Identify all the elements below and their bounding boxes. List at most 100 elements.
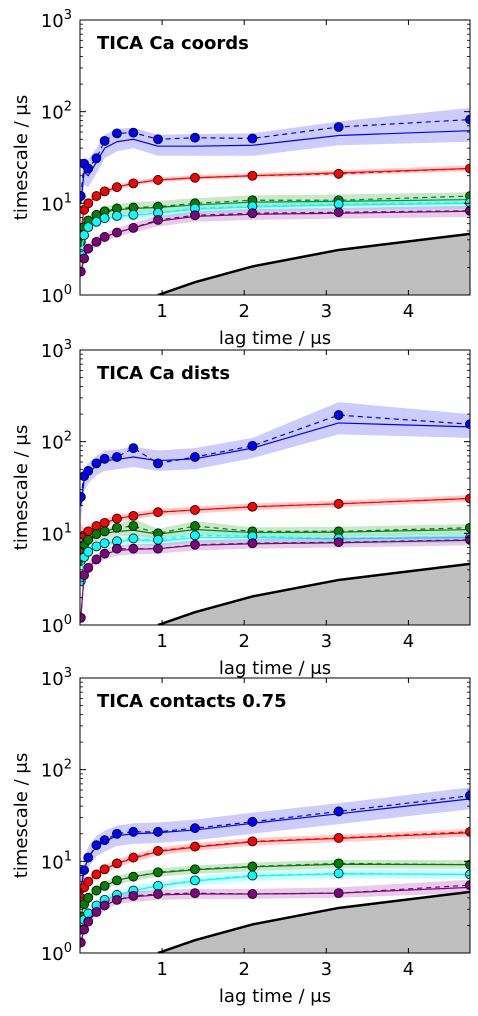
series-1-point xyxy=(128,826,139,837)
series-2-point xyxy=(333,498,344,509)
series-2-point xyxy=(99,864,110,875)
x-tick-label: 2 xyxy=(238,959,249,980)
y-axis-label: timescale / μs xyxy=(11,95,32,220)
series-1-point xyxy=(99,453,110,464)
series-4-point xyxy=(333,868,344,879)
series-4-point xyxy=(190,530,200,541)
series-5-point xyxy=(247,889,258,899)
x-tick-label: 2 xyxy=(238,301,249,322)
series-5-point xyxy=(465,205,470,216)
series-5-point xyxy=(153,543,163,554)
series-4-point xyxy=(91,216,102,227)
series-2-point xyxy=(112,182,122,193)
y-tick-label: 103 xyxy=(41,666,72,690)
series-5-point xyxy=(190,539,200,550)
series-2-point xyxy=(465,163,470,174)
x-tick-label: 1 xyxy=(156,301,167,322)
series-1-confidence-band xyxy=(80,402,470,520)
series-3-point xyxy=(99,880,110,891)
x-axis-label: lag time / μs xyxy=(219,986,331,1007)
series-4-point xyxy=(80,230,90,241)
lag-limit-area xyxy=(158,891,470,953)
x-tick-label: 1 xyxy=(156,631,167,652)
x-tick-label: 2 xyxy=(238,631,249,652)
series-2-point xyxy=(128,510,139,521)
series-1-point xyxy=(153,458,163,469)
chart-title: TICA Ca coords xyxy=(97,33,249,54)
series-5-point xyxy=(190,210,200,221)
series-1-point xyxy=(91,840,102,851)
series-2-point xyxy=(153,845,163,856)
series-5-point xyxy=(80,570,90,581)
series-1-point xyxy=(83,852,94,863)
series-1-point xyxy=(465,790,470,801)
series-1-point xyxy=(333,806,344,817)
series-3-confidence-band xyxy=(80,859,470,922)
series-1-point xyxy=(112,828,122,839)
plot-area xyxy=(80,787,470,953)
series-1-point xyxy=(80,191,86,201)
plot-area xyxy=(80,107,470,295)
series-2-point xyxy=(112,513,122,524)
series-1-point xyxy=(112,452,122,462)
series-1-point xyxy=(247,440,258,451)
series-4-point xyxy=(247,870,258,881)
series-3-point xyxy=(333,858,344,869)
chart-panel-3: 1 2 3 4 100 101 102 103 TICA contacts 0.75 lag ti… xyxy=(11,666,471,1007)
series-3-point xyxy=(190,521,200,531)
series-1-point xyxy=(91,153,102,164)
series-2-point xyxy=(190,505,200,515)
series-5-point xyxy=(333,537,344,548)
series-4-point xyxy=(112,210,122,221)
series-1-point xyxy=(190,823,200,834)
series-5-point xyxy=(83,916,94,927)
y-tick-label: 103 xyxy=(41,338,72,362)
series-1-point xyxy=(190,452,200,462)
series-4-point xyxy=(83,222,94,233)
series-1-point xyxy=(128,127,139,138)
series-2-confidence-band xyxy=(80,495,470,566)
series-2-point xyxy=(153,507,163,518)
y-tick-label: 101 xyxy=(41,849,72,873)
series-4-point xyxy=(91,541,102,552)
series-2-point xyxy=(128,852,139,863)
lag-limit-line xyxy=(157,890,470,953)
series-3-point xyxy=(247,861,258,872)
series-4-point xyxy=(190,875,200,886)
series-3-point xyxy=(153,867,163,878)
series-5-point xyxy=(128,543,139,554)
series-1-point xyxy=(99,835,110,846)
series-4-point xyxy=(153,880,163,891)
series-1-point xyxy=(99,135,110,146)
series-2-point xyxy=(333,833,344,843)
series-5-point xyxy=(128,222,139,233)
lag-limit-line xyxy=(157,562,470,625)
series-1-point xyxy=(83,163,94,174)
series-5-point xyxy=(83,562,94,573)
lag-limit-area xyxy=(158,233,470,295)
series-1-point xyxy=(465,419,470,430)
series-5-point xyxy=(247,538,258,549)
series-3-point xyxy=(112,522,122,533)
y-tick-label: 100 xyxy=(41,283,72,307)
series-3-point xyxy=(83,892,94,903)
series-1-mean-line xyxy=(80,130,470,204)
series-1-point xyxy=(112,128,122,139)
series-2-confidence-band xyxy=(80,165,470,236)
lag-limit-line xyxy=(157,232,470,295)
series-5-point xyxy=(80,924,90,935)
series-5-point xyxy=(91,236,102,247)
series-5-point xyxy=(80,612,86,623)
series-1-point xyxy=(247,816,258,827)
series-1-point xyxy=(247,133,258,144)
series-3-point xyxy=(190,864,200,875)
series-3-point xyxy=(91,885,102,896)
series-3-point xyxy=(99,526,110,537)
series-5-confidence-band xyxy=(80,205,470,277)
series-1-point xyxy=(80,865,90,876)
series-1-point xyxy=(333,122,344,132)
chart-title: TICA Ca dists xyxy=(97,363,230,384)
series-4-point xyxy=(99,213,110,224)
series-1-confidence-band xyxy=(80,787,470,900)
